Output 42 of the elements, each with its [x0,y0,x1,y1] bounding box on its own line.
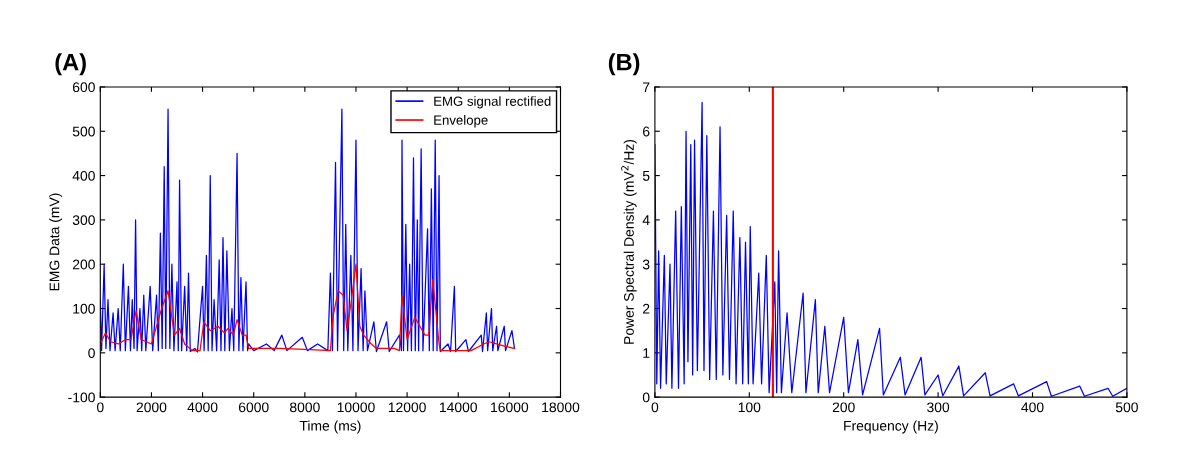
y-tick-label: 500 [72,126,95,137]
legend-label: EMG signal rectified [434,96,551,109]
y-tick-label: 100 [73,303,95,314]
x-tick-label: 10000 [337,402,375,413]
y-tick-label: 300 [72,215,95,226]
y-tick-label: 200 [72,259,95,270]
x-tick-label: 0 [651,402,659,413]
y-tick-label: -100 [68,392,95,403]
y-tick-label: 4 [642,215,650,225]
x-tick-label: 0 [96,402,104,413]
y-tick-label: 0 [88,348,95,359]
line-series [100,263,516,352]
x-tick-label: 12000 [388,402,426,413]
y-tick-label: 600 [72,82,95,93]
x-tick-label: 18000 [542,402,580,413]
y-tick-label: 2 [643,303,650,314]
x-tick-label: 100 [738,402,761,413]
y-tick-label: 5 [642,171,650,181]
chart-title: (A) [55,53,86,76]
chart-title: (B) [608,53,640,76]
y-tick-label: 3 [642,259,650,270]
x-axis-title: Time (ms) [299,420,361,434]
y-tick-label: 1 [643,348,650,358]
x-tick-label: 6000 [238,402,269,413]
y-axis-title: Power Spectral Density (mV$^{2}$/Hz) [621,140,637,344]
line-series [100,108,516,353]
x-tick-label: 200 [832,402,855,413]
x-tick-label: 14000 [439,402,477,413]
x-tick-label: 4000 [187,402,218,413]
x-tick-label: 300 [927,402,950,413]
y-tick-label: 400 [72,170,95,181]
y-axis-title: EMG Data (mV) [49,193,63,291]
y-tick-label: 7 [643,82,650,92]
x-tick-label: 500 [1115,402,1138,413]
x-tick-label: 2000 [136,402,167,413]
legend-label: Envelope [434,115,488,128]
x-tick-label: 400 [1021,402,1044,413]
x-axis-title: Frequency (Hz) [844,420,938,434]
y-tick-label: 6 [643,126,650,137]
x-tick-label: 8000 [289,402,320,413]
y-tick-label: 0 [642,392,650,403]
x-tick-label: 16000 [491,402,529,413]
